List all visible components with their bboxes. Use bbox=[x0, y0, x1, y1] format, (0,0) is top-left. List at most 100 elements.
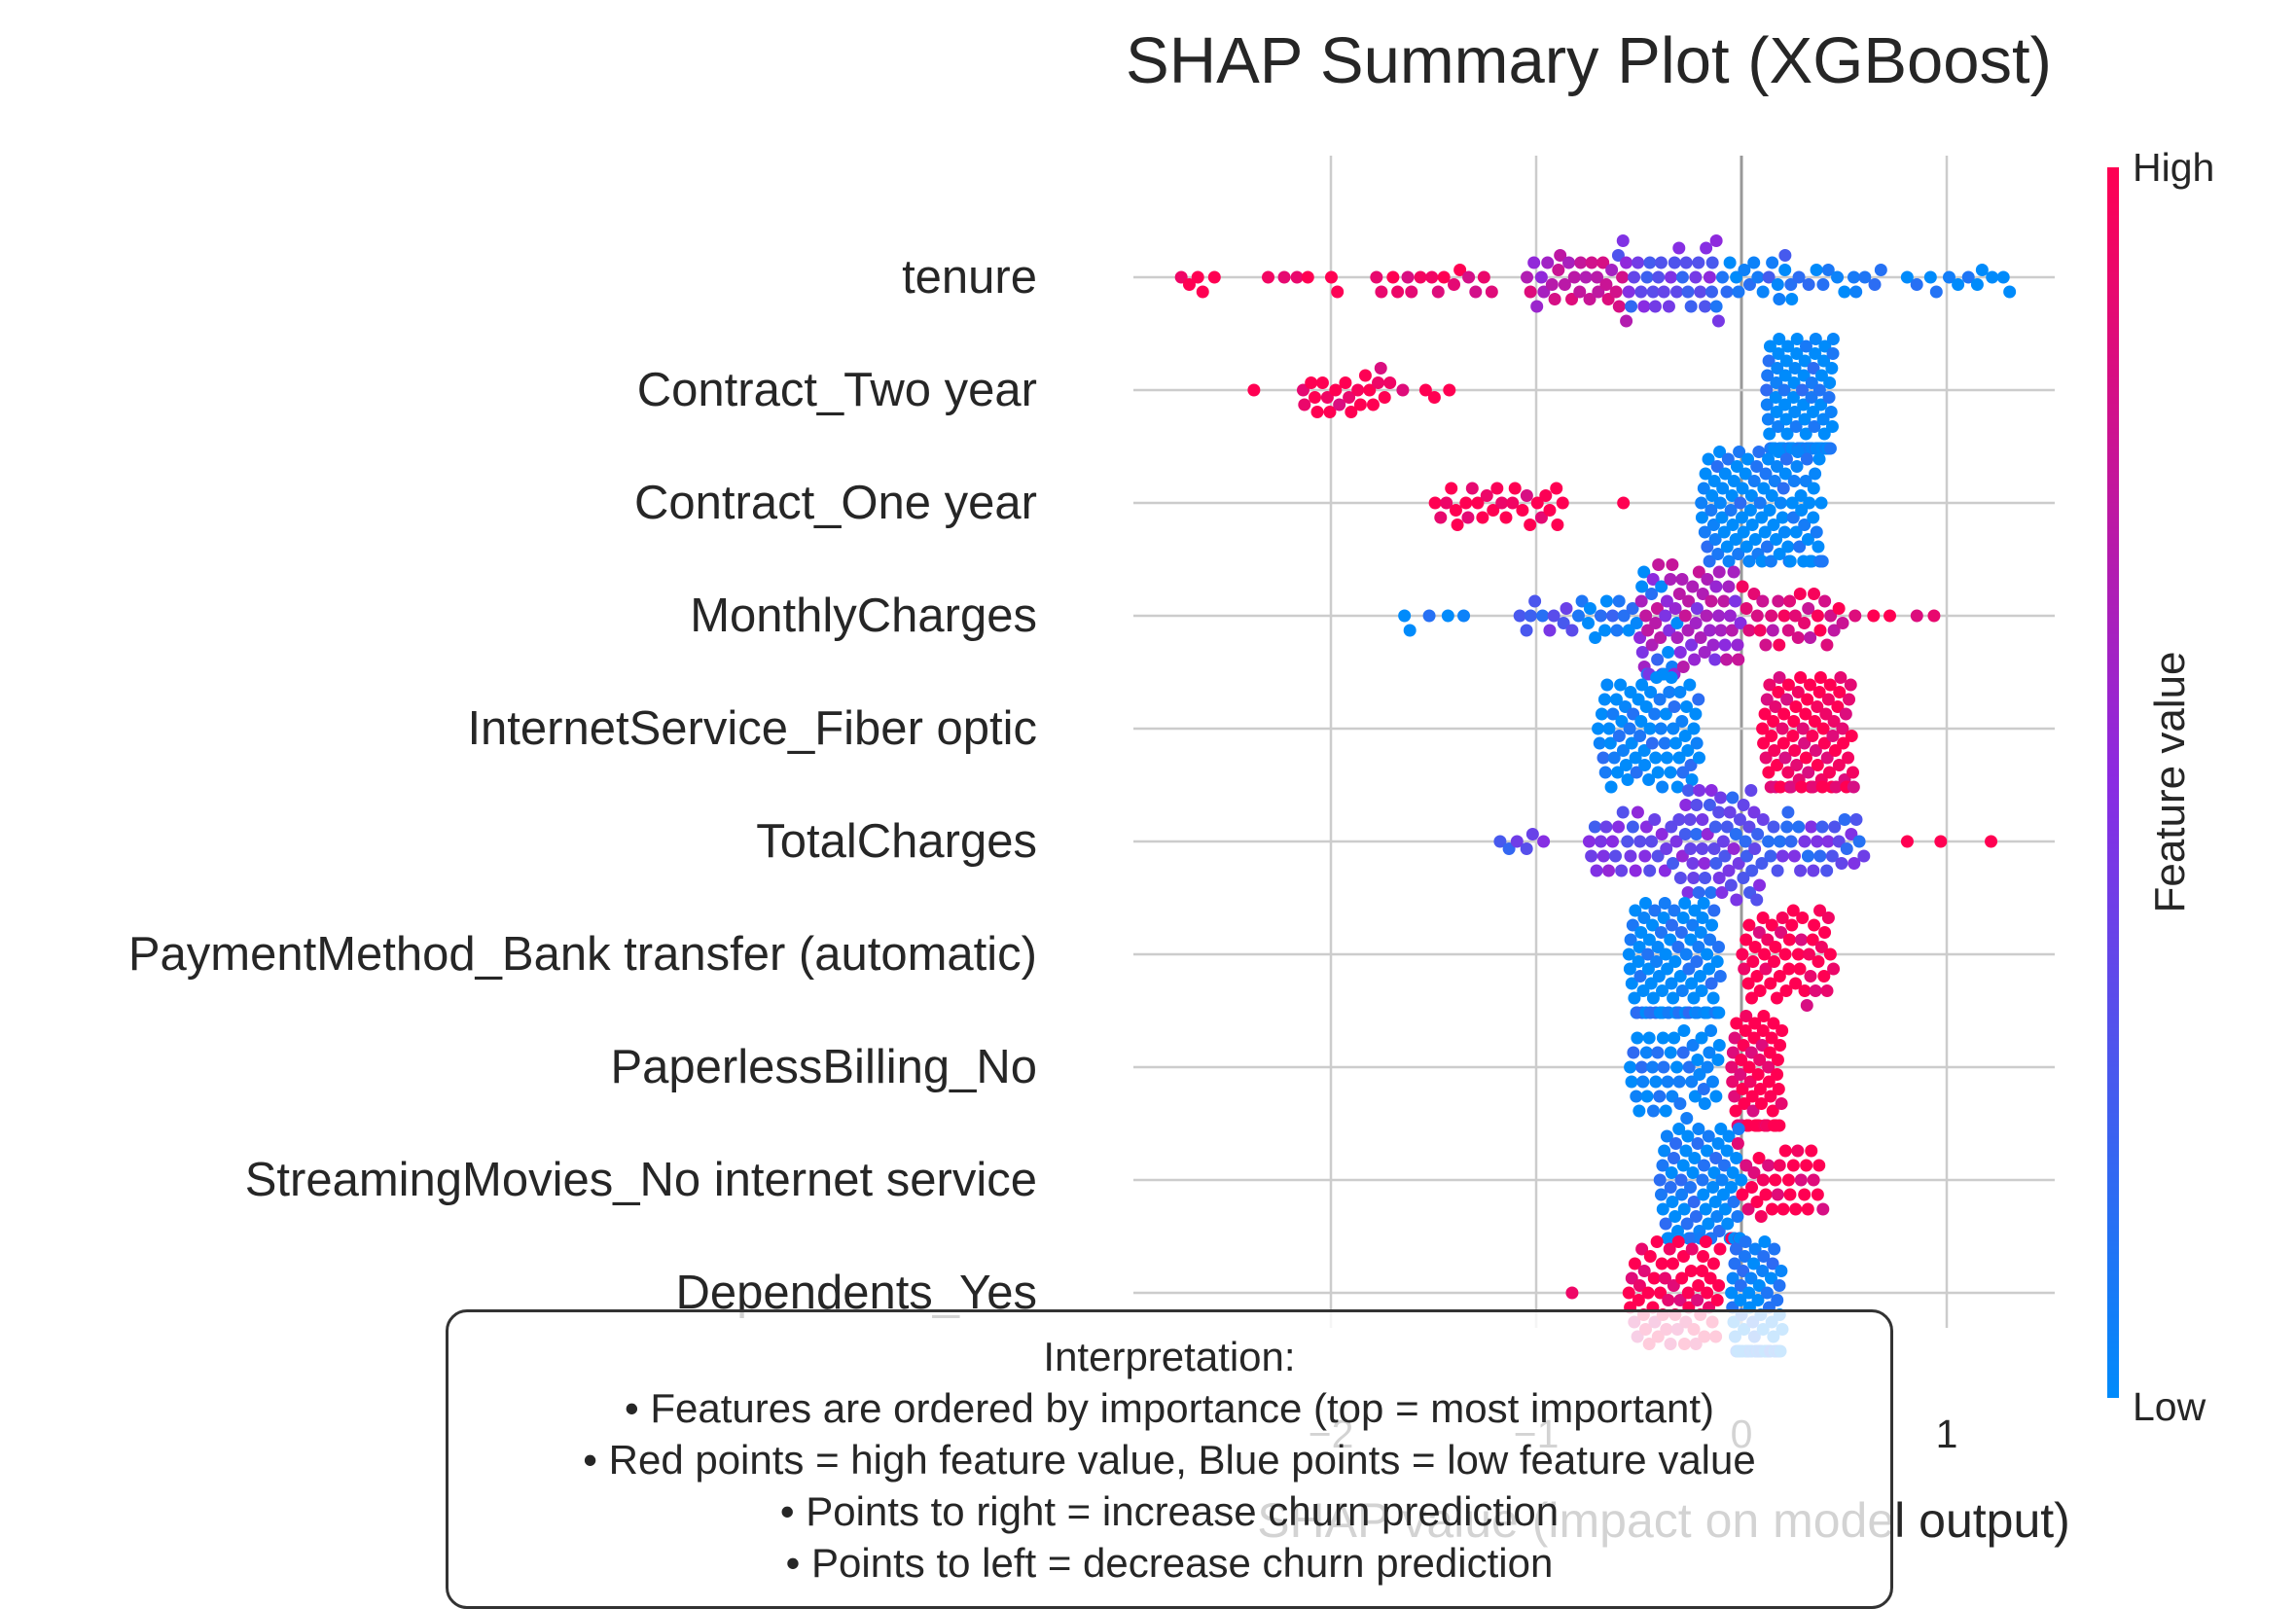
colorbar-title: Feature value bbox=[2146, 651, 2194, 912]
shap-point bbox=[1705, 919, 1718, 932]
shap-point bbox=[1711, 1054, 1724, 1066]
shap-point bbox=[1595, 610, 1607, 623]
shap-point bbox=[1714, 970, 1727, 983]
shap-point bbox=[1778, 264, 1791, 276]
shap-point bbox=[1708, 654, 1721, 666]
shap-point bbox=[1813, 625, 1826, 637]
shap-point bbox=[1291, 271, 1304, 284]
shap-point bbox=[1331, 286, 1344, 299]
shap-point bbox=[1757, 286, 1770, 299]
shap-point bbox=[1710, 301, 1723, 313]
shap-point bbox=[1823, 376, 1836, 389]
chart-title: SHAP Summary Plot (XGBoost) bbox=[1126, 24, 2052, 97]
feature-label: MonthlyCharges bbox=[690, 590, 1037, 642]
shap-point bbox=[1802, 1203, 1814, 1216]
shap-point bbox=[1709, 1091, 1722, 1103]
shap-point bbox=[1782, 963, 1795, 976]
shap-point bbox=[1689, 708, 1702, 721]
shap-point bbox=[1699, 872, 1711, 884]
shap-point bbox=[1589, 821, 1601, 834]
shap-point bbox=[1784, 555, 1797, 568]
shap-point bbox=[1662, 1076, 1674, 1089]
shap-point bbox=[1805, 821, 1817, 834]
shap-point bbox=[1714, 625, 1727, 637]
shap-point bbox=[1668, 955, 1681, 968]
feature-label: InternetService_Fiber optic bbox=[467, 702, 1037, 755]
shap-point bbox=[1812, 541, 1824, 554]
shap-point bbox=[1197, 286, 1209, 299]
shap-point bbox=[1617, 497, 1630, 510]
shap-point bbox=[1986, 271, 1998, 284]
shap-point bbox=[1808, 588, 1820, 600]
shap-point bbox=[1780, 453, 1793, 466]
shap-point bbox=[1849, 813, 1862, 826]
shap-point bbox=[1642, 1287, 1655, 1300]
shap-point bbox=[1666, 671, 1678, 684]
shap-point bbox=[1742, 919, 1755, 932]
shap-point bbox=[1598, 694, 1611, 706]
shap-point bbox=[1643, 865, 1656, 877]
shap-point bbox=[1699, 1097, 1711, 1110]
shap-point bbox=[1827, 963, 1840, 976]
shap-point bbox=[1776, 723, 1789, 735]
shap-point bbox=[1679, 828, 1692, 840]
shap-point bbox=[1831, 271, 1844, 284]
shap-point bbox=[1375, 362, 1387, 375]
shap-point bbox=[1776, 850, 1789, 863]
shap-point bbox=[1557, 497, 1569, 510]
shap-point bbox=[1816, 821, 1829, 834]
shap-point bbox=[1429, 497, 1442, 510]
shap-point bbox=[1671, 631, 1684, 644]
shap-point bbox=[1375, 286, 1387, 299]
shap-point bbox=[1788, 475, 1801, 487]
shap-point bbox=[1633, 730, 1646, 742]
shap-point bbox=[1713, 1243, 1726, 1256]
shap-point bbox=[1633, 836, 1646, 848]
shap-point bbox=[1783, 1189, 1796, 1201]
shap-point bbox=[1423, 610, 1436, 623]
shap-point bbox=[1643, 1032, 1656, 1045]
shap-point bbox=[1774, 836, 1786, 848]
shap-point bbox=[1640, 1047, 1653, 1059]
shap-point bbox=[1825, 406, 1838, 418]
shap-point bbox=[1712, 1279, 1725, 1292]
shap-point bbox=[1549, 293, 1561, 305]
shap-point bbox=[1562, 257, 1575, 269]
shap-point bbox=[1686, 1243, 1699, 1256]
interpretation-line: • Points to right = increase churn predi… bbox=[780, 1485, 1559, 1537]
shap-point bbox=[1630, 1091, 1642, 1103]
shap-point bbox=[1704, 271, 1716, 284]
shap-point bbox=[1582, 617, 1595, 629]
shap-point bbox=[1798, 1189, 1811, 1201]
shap-point bbox=[1794, 588, 1807, 600]
shap-point bbox=[1816, 278, 1829, 291]
shap-point bbox=[1675, 715, 1688, 728]
x-tick-label: 1 bbox=[1936, 1412, 1958, 1456]
feature-label: Contract_One year bbox=[634, 477, 1037, 529]
shap-point bbox=[1481, 489, 1493, 502]
shap-point bbox=[1656, 1258, 1668, 1270]
shap-point bbox=[1405, 286, 1417, 299]
shap-point bbox=[1783, 595, 1796, 608]
shap-point bbox=[1680, 948, 1693, 961]
shap-point bbox=[1428, 391, 1441, 404]
shap-point bbox=[1311, 406, 1324, 418]
shap-point bbox=[1811, 836, 1823, 848]
shap-point bbox=[1526, 828, 1539, 840]
shap-point bbox=[1613, 301, 1626, 313]
shap-point bbox=[1659, 737, 1671, 750]
shap-point bbox=[1461, 512, 1474, 524]
shap-point bbox=[1952, 278, 1964, 291]
shap-point bbox=[1812, 1189, 1824, 1201]
shap-point bbox=[1509, 483, 1522, 495]
shap-point bbox=[1867, 610, 1880, 623]
shap-point bbox=[1839, 813, 1851, 826]
shap-point bbox=[1415, 271, 1427, 284]
shap-point bbox=[1730, 894, 1742, 907]
shap-point bbox=[1704, 625, 1716, 637]
shap-point bbox=[1792, 631, 1805, 644]
shap-point bbox=[1398, 610, 1411, 623]
shap-point bbox=[1811, 526, 1823, 539]
shap-point bbox=[1565, 625, 1578, 637]
shap-point bbox=[1339, 376, 1351, 389]
